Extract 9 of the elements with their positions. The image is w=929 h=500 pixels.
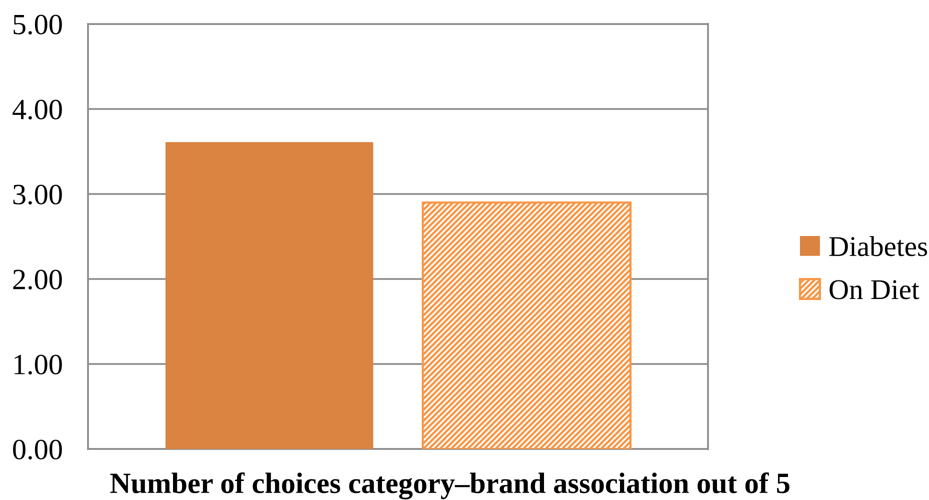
- y-tick-label: 0.00: [13, 440, 62, 460]
- x-axis-title: Number of choices category–brand association out of 5: [110, 472, 790, 500]
- legend-label: On Diet: [830, 280, 920, 300]
- y-tick-label: 4.00: [12, 100, 62, 120]
- y-tick-label: 3.00: [13, 184, 62, 205]
- y-tick-label: 2.00: [13, 270, 62, 290]
- legend-label: Diabetes: [829, 236, 928, 256]
- y-tick-label: 1.00: [14, 354, 62, 375]
- y-tick-label: 5.00: [14, 14, 62, 35]
